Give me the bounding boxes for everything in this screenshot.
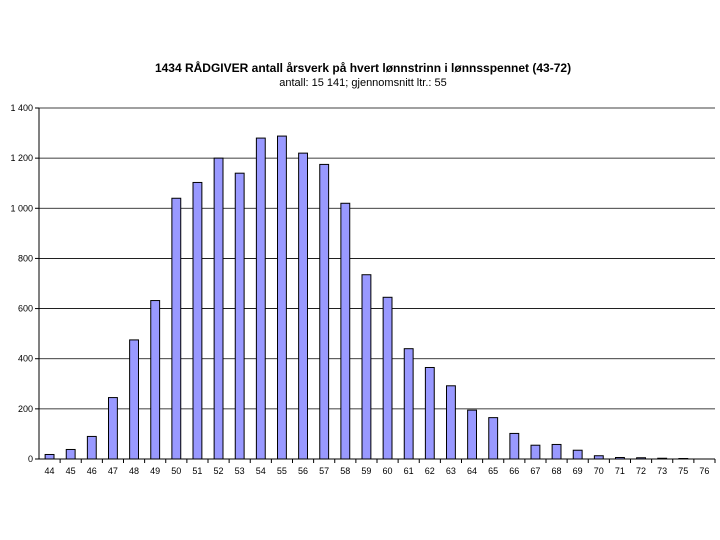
bar-45: [65, 448, 76, 460]
x-tick-label: 61: [404, 466, 414, 476]
x-tick-label: 73: [657, 466, 667, 476]
bar-64: [467, 409, 477, 460]
y-tick-label: 400: [18, 354, 33, 364]
gridlines: [39, 107, 715, 410]
x-tick-label: 70: [594, 466, 604, 476]
x-tick-label: 50: [171, 466, 181, 476]
x-tick-label: 49: [150, 466, 160, 476]
bar-58: [340, 202, 351, 460]
bar-55: [277, 135, 287, 460]
bar-52: [213, 157, 224, 460]
bar-60: [382, 296, 393, 460]
x-tick-label: 66: [509, 466, 519, 476]
bar-66: [509, 432, 520, 460]
bar-67: [530, 444, 541, 460]
x-tick-label: 52: [214, 466, 224, 476]
x-tick-label: 60: [383, 466, 393, 476]
x-tick-label: 67: [530, 466, 540, 476]
chart-title: 1434 RÅDGIVER antall årsverk på hvert lø…: [155, 60, 571, 75]
bar-49: [150, 300, 161, 460]
bar-61: [403, 348, 414, 460]
bar-47: [108, 397, 118, 460]
bar-51: [192, 181, 203, 460]
x-tick-label: 62: [425, 466, 435, 476]
x-tick-label: 57: [319, 466, 329, 476]
x-tick-label: 75: [678, 466, 688, 476]
bar-48: [129, 339, 139, 460]
x-tick-label: 47: [108, 466, 118, 476]
bar-63: [446, 385, 456, 460]
bar-56: [298, 152, 308, 460]
bar-59: [361, 274, 372, 460]
y-tick-label: 800: [18, 253, 33, 263]
x-tick-label: 51: [192, 466, 202, 476]
x-tick-label: 63: [446, 466, 456, 476]
y-tick-label: 1 200: [10, 153, 33, 163]
x-tick-label: 58: [340, 466, 350, 476]
x-tick-label: 69: [573, 466, 583, 476]
bars: [44, 135, 689, 460]
x-tick-label: 68: [552, 466, 562, 476]
y-tick-label: 1 400: [10, 103, 33, 113]
bar-62: [424, 366, 435, 460]
bar-46: [86, 435, 97, 460]
bar-53: [234, 172, 245, 460]
y-tick-label: 600: [18, 304, 33, 314]
x-tick-label: 71: [615, 466, 625, 476]
x-tick-label: 56: [298, 466, 308, 476]
x-tick-label: 72: [636, 466, 646, 476]
y-tick-label: 0: [28, 454, 33, 464]
y-tick-label: 200: [18, 404, 33, 414]
chart-subtitle: antall: 15 141; gjennomsnitt ltr.: 55: [279, 77, 447, 89]
bar-68: [551, 443, 562, 460]
x-tick-label: 65: [488, 466, 498, 476]
x-tick-label: 76: [699, 466, 709, 476]
bar-54: [255, 137, 266, 460]
x-tick-label: 59: [361, 466, 371, 476]
x-tick-label: 54: [256, 466, 266, 476]
bar-65: [488, 417, 499, 460]
x-tick-label: 55: [277, 466, 287, 476]
x-tick-label: 64: [467, 466, 477, 476]
x-tick-label: 46: [87, 466, 97, 476]
x-tick-label: 53: [235, 466, 245, 476]
bar-57: [319, 163, 330, 460]
y-tick-label: 1 000: [10, 203, 33, 213]
bar-50: [171, 197, 182, 460]
bar-69: [572, 449, 583, 460]
x-tick-label: 44: [45, 466, 55, 476]
x-axis-ticks: 44 45 46 47 48 49 50 51 52 53 54 55 56 57 58 59 60 61 62 63…: [45, 459, 716, 476]
x-tick-label: 45: [66, 466, 76, 476]
bar-44: [44, 453, 55, 460]
y-axis-ticks: 0 200 400 600 800 1 000 1 200 1 400: [10, 103, 39, 464]
x-tick-label: 48: [129, 466, 139, 476]
